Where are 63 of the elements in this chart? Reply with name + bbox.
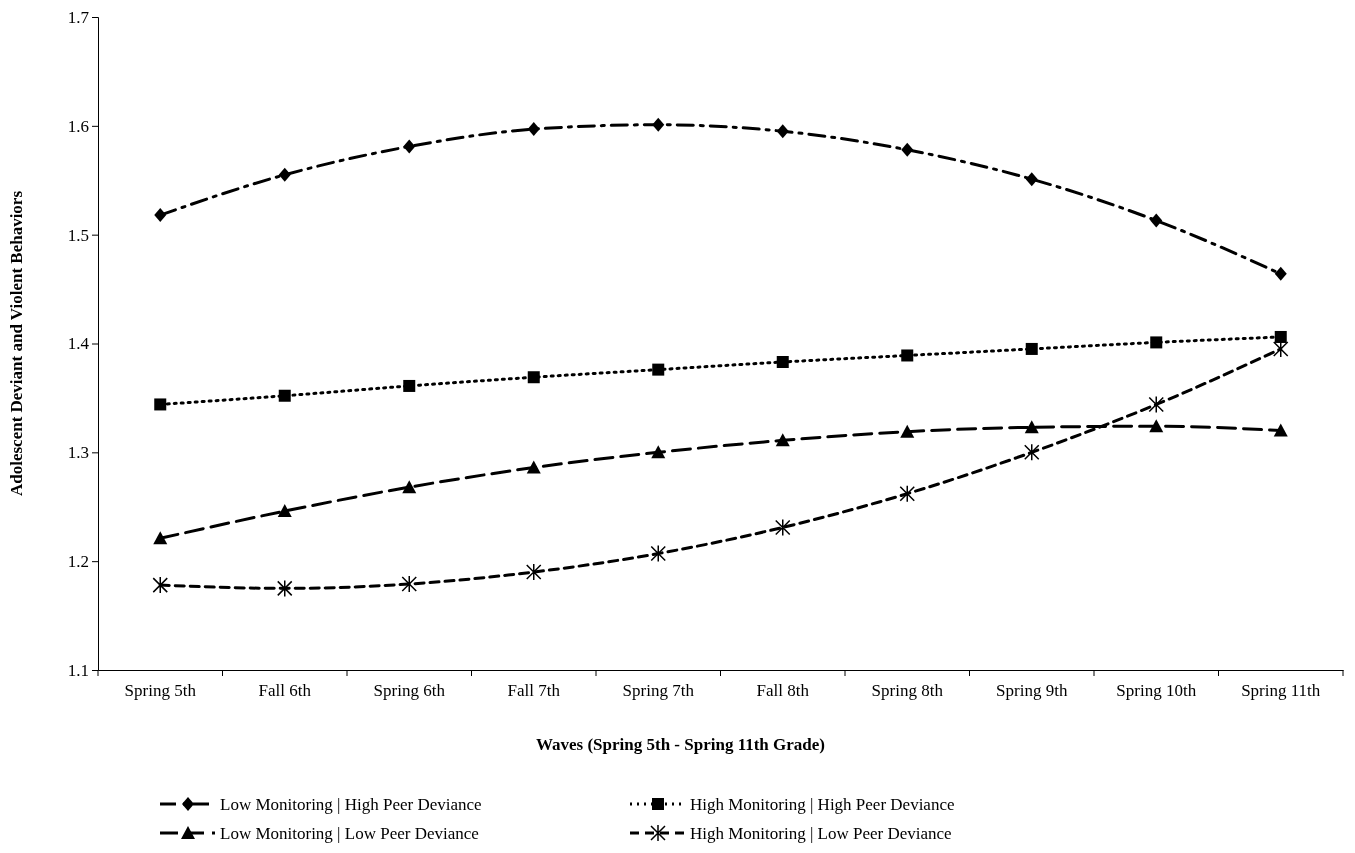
point: [278, 389, 291, 402]
x-tick-label: Spring 8th: [871, 681, 944, 701]
point: [527, 122, 540, 137]
point: [154, 398, 167, 411]
point: [278, 167, 291, 182]
point: [401, 575, 417, 593]
x-tick-label: Spring 6th: [373, 681, 446, 701]
point: [402, 480, 417, 494]
point: [650, 544, 666, 563]
point: [1148, 395, 1164, 414]
y-tick-label: 1.1: [67, 660, 89, 680]
point: [1150, 213, 1163, 228]
x-tick-label: Spring 7th: [622, 681, 695, 701]
point: [651, 445, 666, 459]
point: [776, 356, 789, 368]
point: [775, 433, 790, 447]
legend-label: High Monitoring | Low Peer Deviance: [690, 824, 952, 843]
x-tick-label: Fall 6th: [258, 681, 312, 701]
point: [1149, 419, 1164, 433]
y-tick-label: 1.4: [67, 334, 90, 354]
x-tick-label: Fall 7th: [507, 681, 561, 701]
point: [1150, 336, 1163, 349]
point: [1024, 420, 1039, 434]
y-tick-label: 1.7: [67, 7, 90, 27]
point: [1274, 266, 1287, 281]
point: [277, 504, 292, 518]
point: [901, 142, 914, 157]
point: [900, 424, 915, 438]
point: [1273, 423, 1288, 437]
y-tick-label: 1.2: [67, 552, 89, 572]
point: [526, 460, 541, 474]
x-tick-label: Spring 9th: [996, 681, 1068, 701]
x-tick-label: Spring 11th: [1241, 681, 1321, 701]
point: [652, 363, 665, 376]
point: [1024, 443, 1040, 462]
point: [154, 208, 167, 223]
x-tick-label: Spring 10th: [1116, 681, 1197, 701]
point: [526, 563, 542, 581]
point: [527, 371, 540, 384]
point: [652, 117, 665, 132]
x-tick-label: Spring 5th: [124, 681, 197, 701]
point: [1025, 342, 1038, 355]
point: [899, 484, 915, 503]
legend-label: High Monitoring | High Peer Deviance: [690, 795, 955, 814]
y-axis-title: Adolescent Deviant and Violent Behaviors: [7, 190, 26, 497]
point: [1274, 330, 1287, 343]
point: [775, 518, 791, 537]
point: [901, 349, 914, 362]
point: [776, 124, 789, 139]
y-tick-label: 1.3: [67, 443, 89, 463]
point: [277, 579, 293, 598]
point: [1273, 340, 1289, 358]
point: [403, 379, 416, 392]
point: [1025, 172, 1038, 187]
x-tick-label: Fall 8th: [756, 681, 810, 701]
x-axis-title: Waves (Spring 5th - Spring 11th Grade): [535, 735, 826, 754]
point: [153, 531, 168, 545]
legend-label: Low Monitoring | Low Peer Deviance: [220, 824, 479, 843]
y-tick-label: 1.6: [67, 116, 89, 136]
point: [152, 576, 168, 594]
legend-label: Low Monitoring | High Peer Deviance: [220, 795, 482, 814]
point: [403, 139, 416, 154]
y-tick-label: 1.5: [67, 225, 89, 245]
